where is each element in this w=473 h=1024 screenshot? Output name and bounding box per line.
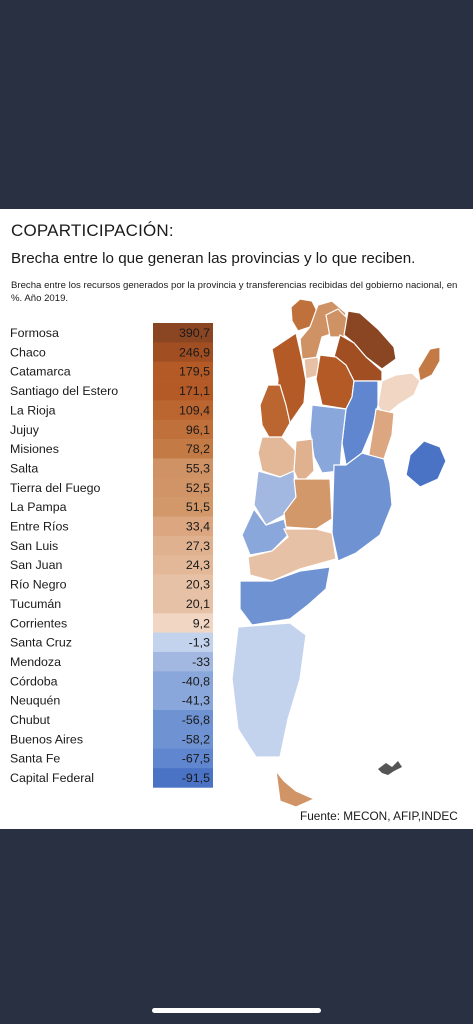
value-label: -56,8 xyxy=(182,713,210,727)
province-name: Capital Federal xyxy=(10,771,94,785)
province-name: Misiones xyxy=(10,442,59,456)
province-name: Tucumán xyxy=(10,597,61,611)
map-capital-federal xyxy=(405,440,447,488)
value-label: 55,3 xyxy=(186,461,210,475)
province-name: Río Negro xyxy=(10,578,67,592)
province-name: La Rioja xyxy=(10,403,56,417)
value-label: 52,5 xyxy=(186,481,210,495)
value-cell xyxy=(153,516,213,537)
chart-title: COPARTICIPACIÓN: xyxy=(11,221,174,240)
chart-description: Brecha entre los recursos generados por … xyxy=(11,280,458,304)
value-cell xyxy=(153,477,213,498)
province-name: Jujuy xyxy=(10,423,40,437)
value-label: -58,2 xyxy=(182,732,210,746)
value-cell xyxy=(153,632,213,653)
value-cell xyxy=(153,555,213,575)
value-cell xyxy=(153,535,213,556)
map-san-juan xyxy=(257,436,297,478)
province-name: La Pampa xyxy=(10,500,67,514)
map-buenos-aires xyxy=(331,452,393,562)
map-malvinas xyxy=(378,761,402,775)
chart-subtitle: Brecha entre lo que generan las provinci… xyxy=(11,250,416,267)
map-tierra-del-fuego xyxy=(275,768,316,808)
province-name: Salta xyxy=(10,461,38,475)
value-cell xyxy=(153,419,213,440)
province-name: Formosa xyxy=(10,326,59,340)
value-label: 51,5 xyxy=(186,500,210,514)
infographic-card: COPARTICIPACIÓN: Brecha entre lo que gen… xyxy=(0,209,473,829)
value-label: -41,3 xyxy=(182,694,210,708)
value-cell xyxy=(153,439,213,459)
value-cell xyxy=(153,729,213,749)
province-name: Buenos Aires xyxy=(10,732,83,746)
province-name: Entre Ríos xyxy=(10,520,69,534)
value-cell xyxy=(153,651,213,672)
source-note: Fuente: MECON, AFIP,INDEC xyxy=(300,809,458,823)
map-santa-cruz xyxy=(231,622,307,758)
value-label: 9,2 xyxy=(193,616,210,630)
value-cell xyxy=(153,593,213,614)
value-label: 96,1 xyxy=(186,423,210,437)
value-cell xyxy=(153,342,213,362)
province-name: Catamarca xyxy=(10,365,71,379)
map-chubut xyxy=(239,566,331,626)
map-misiones xyxy=(417,346,441,382)
value-label: -67,5 xyxy=(182,752,210,766)
province-name: Santa Cruz xyxy=(10,636,72,650)
value-cell xyxy=(153,613,213,633)
value-cell xyxy=(153,361,213,382)
value-label: 109,4 xyxy=(179,403,210,417)
value-label: -40,8 xyxy=(182,674,210,688)
value-cell xyxy=(153,710,213,730)
province-name: Mendoza xyxy=(10,655,61,669)
value-cell xyxy=(153,458,213,479)
value-label: 246,9 xyxy=(179,345,210,359)
value-label: 20,3 xyxy=(186,578,210,592)
province-name: San Juan xyxy=(10,558,62,572)
value-label: 179,5 xyxy=(179,365,210,379)
map-la-pampa xyxy=(283,478,333,530)
province-name: Neuquén xyxy=(10,694,60,708)
value-label: 24,3 xyxy=(186,558,210,572)
value-cell xyxy=(153,671,213,691)
province-name: Santa Fe xyxy=(10,752,60,766)
province-name: Chubut xyxy=(10,713,51,727)
map-formosa xyxy=(343,310,397,370)
value-label: 27,3 xyxy=(186,539,210,553)
value-label: 20,1 xyxy=(186,597,210,611)
home-indicator[interactable] xyxy=(152,1008,321,1013)
value-cell xyxy=(153,574,213,595)
value-cell xyxy=(153,400,213,421)
value-label: 33,4 xyxy=(186,520,210,534)
value-cell xyxy=(153,768,213,788)
value-label: 78,2 xyxy=(186,442,210,456)
value-cell xyxy=(153,748,213,769)
value-label: -1,3 xyxy=(189,636,210,650)
value-cell xyxy=(153,690,213,711)
value-cell xyxy=(153,323,213,343)
value-label: 390,7 xyxy=(179,326,210,340)
chart-svg: Formosa 390,7 Chaco 246,9 Catamarca 179,5 Sant… xyxy=(10,298,447,808)
map-neuquen xyxy=(241,507,289,556)
value-cell xyxy=(153,381,213,401)
province-name: San Luis xyxy=(10,539,58,553)
value-cell xyxy=(153,497,213,517)
province-name: Corrientes xyxy=(10,616,67,630)
map-san-luis xyxy=(293,438,315,487)
province-name: Santiago del Estero xyxy=(10,384,118,398)
province-name: Chaco xyxy=(10,345,46,359)
province-name: Córdoba xyxy=(10,674,58,688)
value-label: 171,1 xyxy=(179,384,210,398)
value-label: -91,5 xyxy=(182,771,210,785)
province-table: Formosa 390,7 Chaco 246,9 Catamarca 179,5 Sant… xyxy=(10,323,213,788)
map-corrientes xyxy=(377,372,421,418)
province-name: Tierra del Fuego xyxy=(10,481,101,495)
value-label: -33 xyxy=(192,655,210,669)
map-cordoba xyxy=(309,404,347,474)
argentina-map xyxy=(231,298,447,808)
